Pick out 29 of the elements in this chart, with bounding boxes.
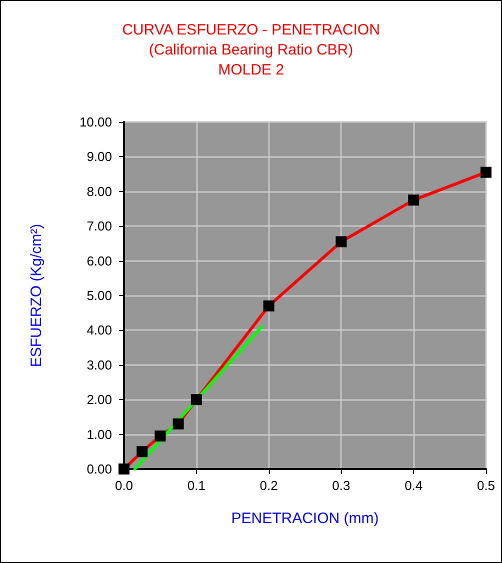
point [136,446,148,458]
y-tick-label: 5.00 [86,288,112,303]
y-tick-label: 3.00 [86,357,112,372]
y-tick-label: 2.00 [86,392,112,408]
y-tick-label: 1.00 [86,426,112,442]
chart-title: CURVA ESFUERZO - PENETRACION (California Bearing Ratio CBR) MOLDE 2 [122,22,380,78]
y-tick-label: 6.00 [86,253,112,268]
point [408,194,420,206]
y-tick-label: 10.00 [79,114,112,130]
x-tick-label: 0.3 [332,478,350,493]
x-tick-label: 0.0 [114,478,134,493]
point [190,394,202,406]
y-axis-title: ESFUERZO (Kg/cm²) [28,224,45,368]
y-tick-label: 9.00 [86,149,112,164]
x-tick-label: 0.1 [187,478,206,493]
point [263,300,274,312]
point [154,430,166,442]
x-tick-label: 0.2 [260,478,278,493]
point [172,418,184,430]
point [336,236,347,248]
point [118,464,130,474]
x-tick-label: 0.4 [404,478,423,493]
x-tick-label: 0.5 [476,478,496,493]
y-tick-label: 8.00 [86,184,112,199]
x-axis-title: PENETRACION (mm) [231,510,379,527]
y-tick-label: 7.00 [86,218,112,234]
y-tick-label: 4.00 [86,322,112,338]
point [480,166,492,178]
y-tick-label: 0.00 [86,462,112,476]
